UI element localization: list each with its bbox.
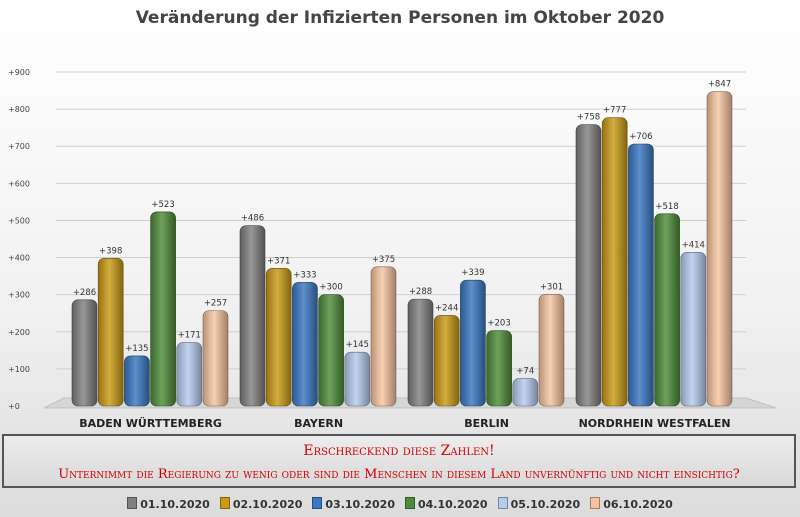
data-label: +301 xyxy=(540,282,563,292)
legend-label: 02.10.2020 xyxy=(232,498,303,511)
legend-label: 04.10.2020 xyxy=(418,498,488,511)
legend-item: 01.10.2020 xyxy=(127,497,210,511)
bar xyxy=(292,282,318,407)
category-labels: BADEN WÜRTTEMBERG BAYERN BERLIN NORDRHEIN W… xyxy=(79,416,730,430)
legend-item: 02.10.2020 xyxy=(219,497,303,511)
data-label: +371 xyxy=(267,256,290,266)
legend-swatch xyxy=(127,497,138,509)
data-label: +244 xyxy=(435,303,458,313)
category-label: BAYERN xyxy=(294,417,343,430)
bar xyxy=(575,124,602,407)
legend-item: 06.10.2020 xyxy=(590,497,673,511)
data-label: +286 xyxy=(73,288,96,298)
chart-title: Veränderung der Infizierten Personen im … xyxy=(135,8,665,28)
data-label: +523 xyxy=(151,200,174,210)
data-label: +414 xyxy=(682,240,705,250)
data-label: +288 xyxy=(409,287,432,297)
bar xyxy=(344,351,371,407)
legend-label: 06.10.2020 xyxy=(603,498,673,511)
legend-item: 04.10.2020 xyxy=(405,497,488,511)
legend-label: 05.10.2020 xyxy=(510,498,581,511)
bar xyxy=(628,143,654,407)
bar xyxy=(486,330,512,407)
category-label: BERLIN xyxy=(464,417,509,430)
data-label: +74 xyxy=(516,367,534,377)
bar xyxy=(265,268,292,407)
bar-chart: +0 +100 +200 +300 +400 +500 +600 +700 +800 +900 +… xyxy=(8,68,777,430)
bar xyxy=(318,294,344,407)
data-label: +300 xyxy=(319,283,342,293)
y-tick-label: +900 xyxy=(8,68,30,77)
bar xyxy=(654,213,680,407)
data-label: +375 xyxy=(372,255,395,265)
data-label: +486 xyxy=(241,214,264,224)
bar xyxy=(71,299,98,407)
y-axis-ticks: +0 +100 +200 +300 +400 +500 +600 +700 +800 +900 xyxy=(8,68,30,411)
legend-swatch xyxy=(312,497,323,509)
data-labels: +286 +398 +135 +523 +171 +257 +486 +371+333+300… xyxy=(73,80,731,377)
bars xyxy=(71,91,733,407)
callout-box: Erschreckend diese Zahlen! Unternimmt di… xyxy=(2,434,796,488)
y-tick-label: +300 xyxy=(8,291,30,300)
bar xyxy=(202,310,229,407)
data-label: +777 xyxy=(603,106,626,116)
data-label: +171 xyxy=(178,331,201,341)
data-label: +706 xyxy=(629,132,652,142)
callout-line-1: Erschreckend diese Zahlen! xyxy=(303,443,495,459)
bar xyxy=(706,91,733,407)
data-label: +518 xyxy=(655,202,678,212)
y-tick-label: +700 xyxy=(8,142,30,151)
category-label: NORDRHEIN WESTFALEN xyxy=(579,417,731,430)
legend-label: 03.10.2020 xyxy=(325,498,395,511)
y-tick-label: +400 xyxy=(8,254,30,263)
y-tick-label: +500 xyxy=(8,216,30,225)
legend-swatch xyxy=(497,497,508,509)
legend-item: 03.10.2020 xyxy=(312,497,395,511)
data-label: +145 xyxy=(346,340,369,350)
y-tick-label: +200 xyxy=(8,328,30,337)
bar xyxy=(150,211,176,407)
legend-label: 01.10.2020 xyxy=(140,498,210,511)
bar xyxy=(407,298,434,407)
bar xyxy=(370,266,397,407)
legend: 01.10.2020 02.10.2020 03.10.2020 04.10.2020… xyxy=(0,497,800,511)
bar xyxy=(512,378,539,407)
data-label: +847 xyxy=(708,80,731,90)
bar xyxy=(433,315,460,407)
data-label: +339 xyxy=(461,268,484,278)
legend-item: 05.10.2020 xyxy=(497,497,581,511)
legend-swatch xyxy=(219,497,230,509)
data-label: +758 xyxy=(577,113,600,123)
data-label: +257 xyxy=(204,299,227,309)
category-label: BADEN WÜRTTEMBERG xyxy=(79,416,222,430)
bar xyxy=(97,257,124,407)
bar xyxy=(176,342,203,407)
y-tick-label: +0 xyxy=(8,402,20,411)
bar xyxy=(538,293,565,407)
legend-swatch xyxy=(590,497,601,509)
bar xyxy=(601,117,628,407)
y-tick-label: +800 xyxy=(8,105,30,114)
bar xyxy=(124,355,150,407)
bar xyxy=(239,225,266,407)
y-tick-label: +100 xyxy=(8,365,30,374)
data-label: +135 xyxy=(125,344,148,354)
data-label: +333 xyxy=(293,270,316,280)
callout-line-2: Unternimmt die Regierung zu wenig oder s… xyxy=(58,467,740,482)
data-label: +203 xyxy=(487,319,510,329)
data-label: +398 xyxy=(99,246,122,256)
bar xyxy=(680,252,707,407)
bar xyxy=(460,279,486,407)
legend-swatch xyxy=(405,497,415,509)
y-tick-label: +600 xyxy=(8,179,30,188)
